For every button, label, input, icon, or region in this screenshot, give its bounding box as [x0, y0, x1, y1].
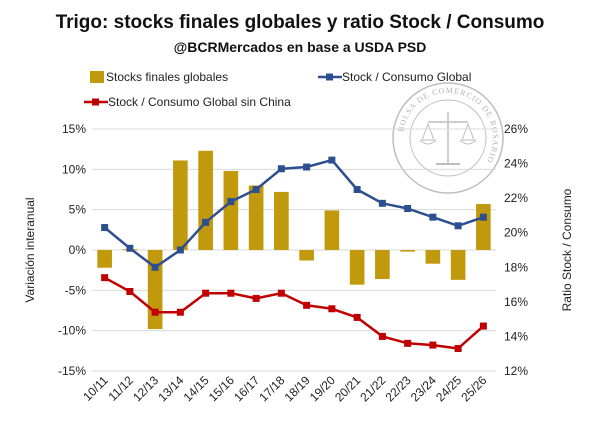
data-point: [479, 213, 487, 221]
bar: [299, 250, 314, 261]
data-point: [176, 246, 184, 254]
series-line-global: [103, 158, 484, 269]
data-point: [202, 289, 210, 297]
data-point: [303, 301, 311, 309]
chart-title: Trigo: stocks finales globales y ratio S…: [56, 12, 545, 33]
y-left-tick-label: -15%: [58, 364, 86, 378]
x-tick-label: 20/21: [332, 373, 363, 404]
y-left-tick-label: 10%: [62, 162, 86, 176]
data-point: [454, 222, 462, 230]
data-point: [353, 313, 361, 321]
data-point: [101, 224, 109, 232]
bars-stocks-finales: [97, 150, 491, 330]
data-point: [252, 294, 260, 302]
data-point: [126, 244, 134, 252]
legend-label-global: Stock / Consumo Global: [342, 70, 471, 84]
x-axis-ticks: 10/1111/1212/1313/1414/1515/1616/1717/18…: [80, 373, 489, 404]
y-left-tick-label: -10%: [58, 324, 86, 338]
y-left-tick-label: 0%: [69, 243, 87, 257]
data-point: [227, 289, 235, 297]
data-point: [151, 263, 159, 271]
data-point: [303, 163, 311, 171]
y-right-tick-label: 24%: [504, 157, 528, 171]
data-point: [151, 308, 159, 316]
x-tick-label: 15/16: [206, 373, 237, 404]
data-point: [328, 305, 336, 313]
data-point: [454, 345, 462, 353]
bar: [324, 210, 340, 250]
data-point: [429, 213, 437, 221]
data-point: [202, 218, 210, 226]
data-point: [353, 186, 361, 193]
data-point: [378, 199, 386, 207]
y-right-tick-label: 18%: [504, 260, 528, 274]
legend: Stocks finales globales Stock / Consumo …: [84, 70, 471, 109]
bar: [375, 250, 390, 280]
bar: [248, 185, 264, 250]
y-right-axis-title: Ratio Stock / Consumo: [560, 188, 574, 311]
data-point: [176, 308, 184, 316]
bar: [450, 250, 466, 280]
y-left-tick-label: -5%: [65, 283, 87, 297]
bar: [425, 250, 441, 264]
bar: [223, 170, 239, 250]
x-tick-label: 18/19: [282, 373, 313, 404]
y-right-tick-label: 26%: [504, 122, 528, 136]
data-point: [328, 156, 336, 164]
legend-swatch-stocks: [90, 71, 104, 83]
y-left-tick-label: 15%: [62, 122, 86, 136]
data-point: [227, 198, 235, 206]
x-tick-label: 17/18: [256, 373, 287, 404]
y-right-tick-label: 16%: [504, 295, 528, 309]
legend-label-sin-china: Stock / Consumo Global sin China: [108, 95, 291, 109]
y-left-axis-title: Variación interanual: [23, 197, 37, 302]
data-point: [277, 165, 285, 173]
bar: [349, 250, 365, 285]
data-point: [101, 274, 109, 282]
chart-subtitle: @BCRMercados en base a USDA PSD: [174, 39, 427, 55]
bar: [97, 250, 112, 268]
lines-ratio: [101, 156, 487, 353]
bar: [476, 204, 491, 250]
y-right-tick-label: 12%: [504, 364, 528, 378]
bar: [400, 250, 415, 252]
x-tick-label: 21/22: [357, 373, 388, 404]
legend-marker-global: [326, 73, 333, 81]
x-tick-label: 13/14: [155, 373, 186, 404]
data-point: [277, 289, 285, 297]
bar: [198, 150, 213, 250]
x-tick-label: 12/13: [130, 373, 161, 404]
legend-label-stocks: Stocks finales globales: [106, 70, 228, 84]
data-point: [479, 322, 487, 330]
series-line-sin-china: [104, 276, 485, 350]
x-tick-label: 16/17: [231, 373, 262, 404]
data-point: [429, 341, 437, 349]
bar: [274, 191, 289, 250]
y-left-tick-label: 5%: [69, 203, 87, 217]
x-tick-label: 22/23: [383, 373, 414, 404]
data-point: [404, 205, 412, 213]
data-point: [252, 186, 260, 193]
data-point: [126, 287, 134, 295]
left-axis-ticks: -15% -10% -5% 0% 5% 10% 15%: [58, 122, 86, 378]
legend-marker-sin-china: [92, 98, 99, 106]
x-tick-label: 25/26: [458, 373, 489, 404]
data-point: [378, 332, 386, 340]
y-right-tick-label: 22%: [504, 191, 528, 205]
x-tick-label: 23/24: [408, 373, 439, 404]
data-point: [404, 339, 412, 347]
bar: [147, 250, 163, 330]
right-axis-ticks: 12% 14% 16% 18% 20% 22% 24% 26%: [504, 122, 528, 378]
x-tick-label: 19/20: [307, 373, 338, 404]
y-right-tick-label: 20%: [504, 226, 528, 240]
x-tick-label: 24/25: [433, 373, 464, 404]
y-right-tick-label: 14%: [504, 329, 528, 343]
bar: [173, 160, 188, 250]
watermark-seal: BOLSA DE COMERCIO DE ROSARIO: [392, 82, 504, 194]
x-tick-label: 11/12: [105, 373, 136, 404]
x-tick-label: 14/15: [181, 373, 212, 404]
